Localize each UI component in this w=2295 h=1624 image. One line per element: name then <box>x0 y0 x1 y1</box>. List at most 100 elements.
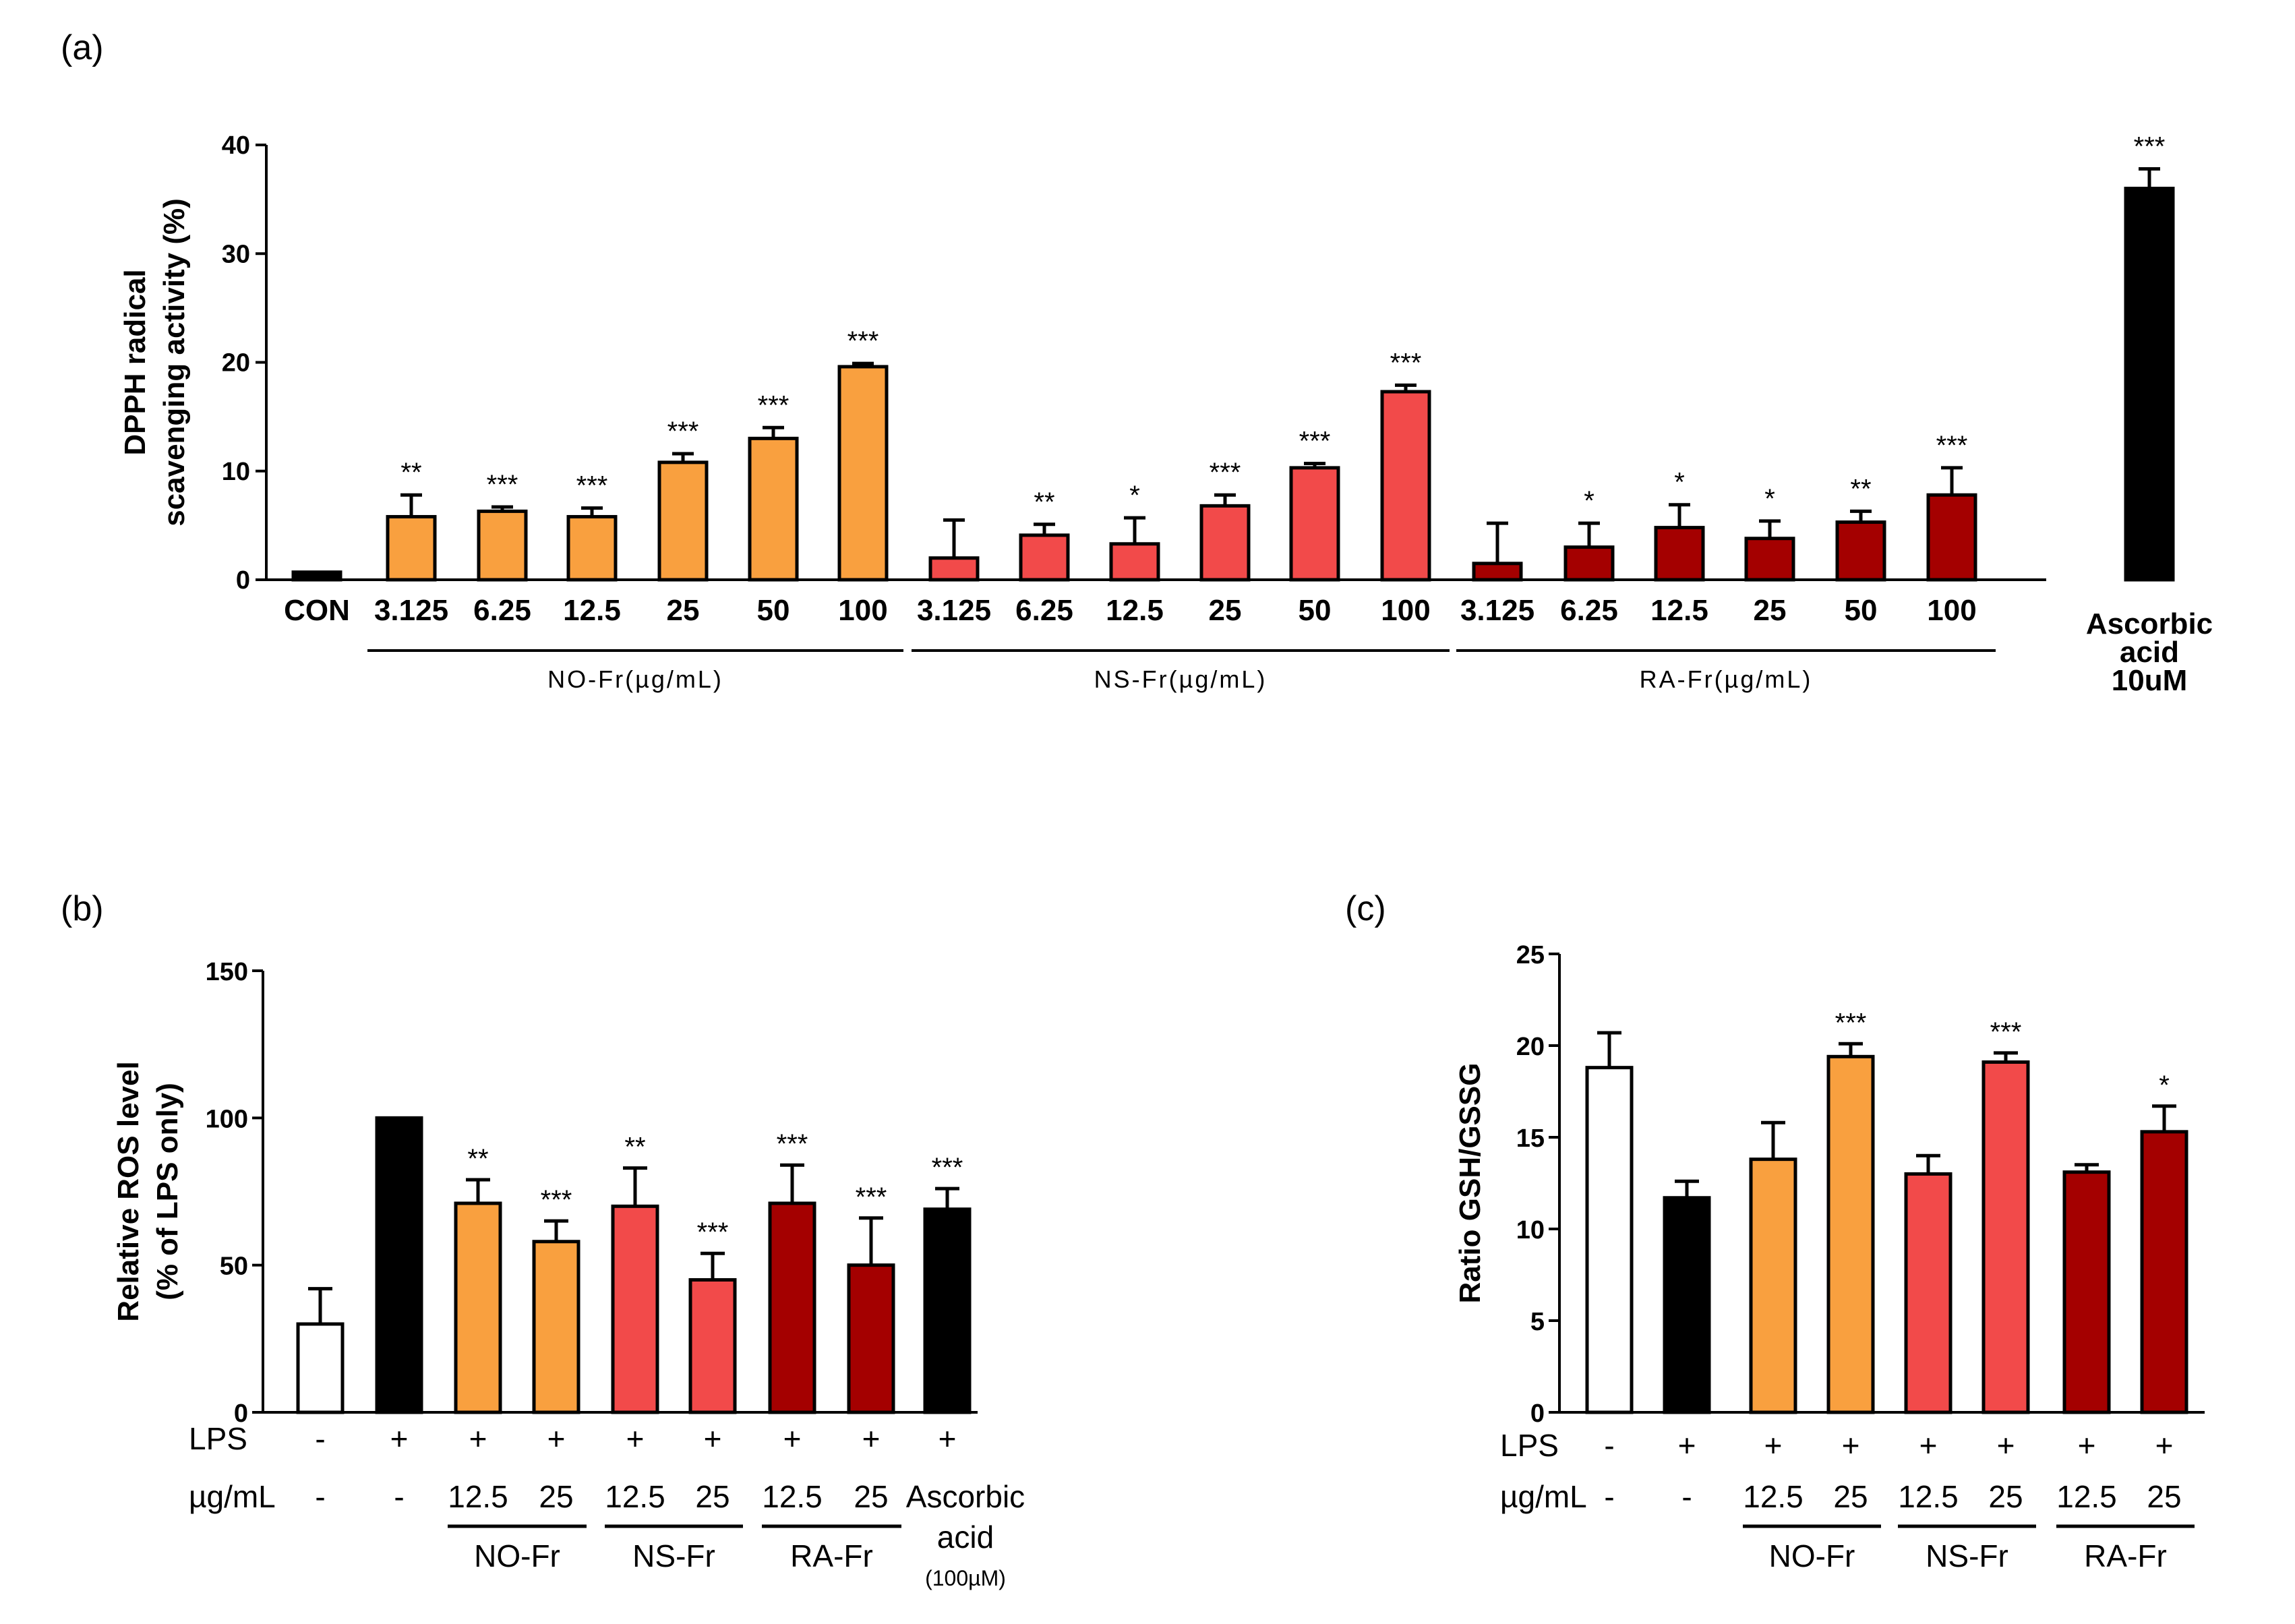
y-tick-label: 30 <box>222 240 250 268</box>
bar <box>454 1201 502 1414</box>
dose-label: 12.5 <box>2056 1479 2117 1514</box>
dose-label: 12.5 <box>448 1479 508 1514</box>
bar <box>477 509 528 582</box>
lps-sign: + <box>1678 1428 1696 1463</box>
panel-label-c: (c) <box>1345 889 1386 928</box>
dose-label: - <box>315 1479 325 1514</box>
y-tick-label: 50 <box>220 1253 248 1281</box>
group-label: RA-Fr <box>2084 1538 2167 1573</box>
bar <box>923 1207 972 1414</box>
dose-label: 12.5 <box>605 1479 665 1514</box>
bar <box>532 1240 580 1414</box>
x-category-label-ascorbic: Ascorbic <box>2086 607 2213 640</box>
significance-marker: *** <box>697 1217 729 1247</box>
x-category-label: 6.25 <box>1015 594 1073 627</box>
bar <box>2140 1130 2188 1414</box>
group-label: NS-Fr <box>632 1538 715 1573</box>
bar <box>748 436 799 582</box>
significance-marker: *** <box>1210 458 1241 487</box>
dose-label: 12.5 <box>762 1479 823 1514</box>
lps-sign: + <box>704 1421 722 1456</box>
lps-sign: + <box>1764 1428 1783 1463</box>
significance-marker: *** <box>1835 1008 1867 1037</box>
ascorbic-label-line: Ascorbic <box>906 1479 1025 1514</box>
significance-marker: *** <box>1390 348 1422 378</box>
bar <box>1654 526 1705 582</box>
significance-marker: *** <box>667 417 699 446</box>
x-category-label: 6.25 <box>473 594 531 627</box>
significance-marker: * <box>1764 484 1775 514</box>
y-axis-title-line: Ratio GSH/GSSG <box>1454 1063 1487 1304</box>
group-label: NO-Fr <box>474 1538 560 1573</box>
y-tick-label: 15 <box>1516 1124 1545 1153</box>
bar <box>1981 1060 2030 1414</box>
y-axis-title-line: Relative ROS level <box>112 1061 145 1321</box>
significance-marker: *** <box>932 1153 963 1182</box>
chart-a: 0 10 20 30 40 DPPH radical scavenging activity… <box>119 131 2213 697</box>
dose-label: - <box>394 1479 404 1514</box>
lps-sign: + <box>626 1421 645 1456</box>
y-tick-label: 0 <box>1530 1400 1545 1428</box>
significance-marker: *** <box>758 390 789 420</box>
x-category-label-ascorbic: 10uM <box>2112 664 2187 697</box>
lps-sign: + <box>469 1421 487 1456</box>
bar <box>847 1263 895 1414</box>
x-category-label: 3.125 <box>917 594 991 627</box>
row-label-lps: LPS <box>189 1421 247 1456</box>
significance-marker: *** <box>576 471 608 501</box>
x-category-label-ascorbic: acid <box>2120 636 2179 669</box>
y-tick-label: 10 <box>222 458 250 486</box>
y-tick-label: 40 <box>222 131 250 160</box>
lps-sign: + <box>1842 1428 1860 1463</box>
x-category-label: 100 <box>838 594 887 627</box>
bar <box>1472 562 1523 582</box>
bar <box>837 365 889 582</box>
y-axis-title-line: scavenging activity (%) <box>158 198 191 527</box>
significance-marker: *** <box>847 326 879 356</box>
group-label: RA-Fr(µg/mL) <box>1640 665 1813 693</box>
dose-label: 25 <box>854 1479 888 1514</box>
lps-sign: + <box>862 1421 881 1456</box>
significance-marker: *** <box>777 1129 808 1159</box>
y-tick-label: 150 <box>206 958 248 986</box>
bar <box>1109 542 1160 582</box>
significance-marker: * <box>1129 481 1140 510</box>
y-tick-label: 5 <box>1530 1308 1545 1336</box>
panel-label-b: (b) <box>61 889 104 928</box>
bar <box>1663 1196 1711 1414</box>
bar <box>1904 1172 1953 1414</box>
group-label: NO-Fr <box>1769 1538 1855 1573</box>
significance-marker: ** <box>400 458 421 487</box>
bar <box>1585 1066 1634 1414</box>
y-tick-label: 20 <box>1516 1033 1545 1061</box>
dose-label: 25 <box>1833 1479 1868 1514</box>
bar <box>928 556 980 582</box>
dose-label: - <box>1681 1479 1692 1514</box>
bar <box>291 570 342 582</box>
bar <box>1826 1054 1875 1414</box>
x-category-label: 12.5 <box>563 594 621 627</box>
y-tick-label: 10 <box>1516 1216 1545 1244</box>
significance-marker: * <box>1674 468 1685 498</box>
bar <box>1926 493 1977 582</box>
y-axis-title: Relative ROS level (% of LPS only) <box>112 1061 184 1321</box>
bar <box>296 1322 345 1414</box>
lps-sign: + <box>2155 1428 2174 1463</box>
dose-label: 25 <box>2147 1479 2181 1514</box>
dose-label: 25 <box>539 1479 573 1514</box>
lps-sign: - <box>315 1421 325 1456</box>
group-label: NS-Fr(µg/mL) <box>1094 665 1268 693</box>
significance-marker: ** <box>1850 474 1871 504</box>
bar <box>1749 1157 1797 1414</box>
lps-sign: + <box>783 1421 802 1456</box>
bar <box>2124 187 2175 582</box>
y-axis-title: Ratio GSH/GSSG <box>1454 1063 1487 1304</box>
y-tick-label: 100 <box>206 1105 248 1133</box>
panel-label-a: (a) <box>61 28 104 67</box>
bar <box>1019 533 1070 582</box>
significance-marker: *** <box>1990 1017 2022 1047</box>
ascorbic-label-line: acid <box>937 1520 994 1555</box>
significance-marker: ** <box>467 1144 488 1174</box>
